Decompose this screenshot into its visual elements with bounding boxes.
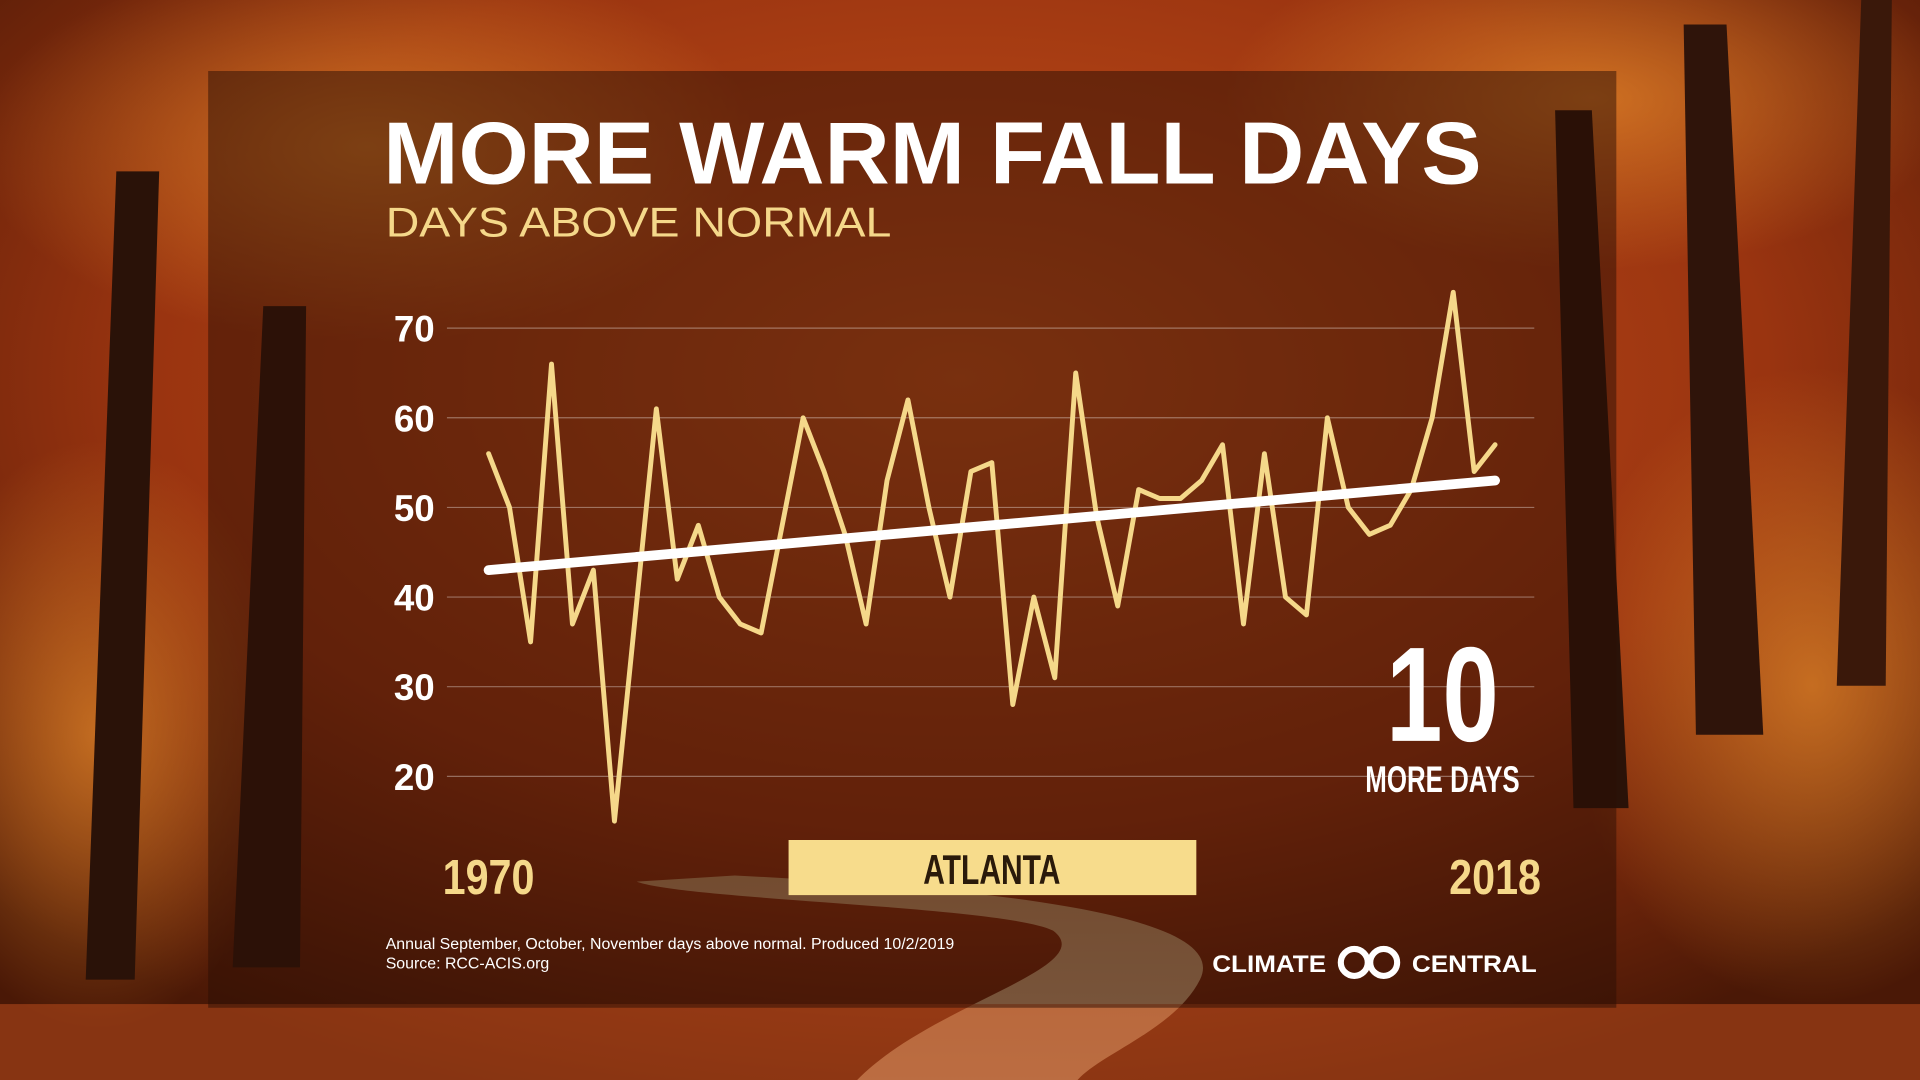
data-line <box>486 289 1498 824</box>
y-tick-label: 20 <box>394 757 435 798</box>
callout-label: MORE DAYS <box>1365 759 1519 800</box>
x-tick-label: 2018 <box>1449 851 1541 905</box>
y-tick-label: 40 <box>394 578 435 619</box>
logo-word: CENTRAL <box>1412 951 1537 978</box>
y-tick-label: 70 <box>394 309 435 350</box>
x-tick-label: 1970 <box>443 851 535 905</box>
logo-ring <box>1367 945 1401 979</box>
y-tick-label: 30 <box>394 667 435 708</box>
y-tick-label: 60 <box>394 398 435 439</box>
y-tick-label: 50 <box>394 488 435 529</box>
callout-value: 10 <box>1386 619 1499 770</box>
trend-line <box>483 475 1500 576</box>
logo: CLIMATE CENTRAL <box>1212 945 1537 979</box>
location-box <box>788 840 1197 896</box>
location-label: ATLANTA <box>923 846 1060 893</box>
footnote: Annual September, October, November days… <box>386 936 955 953</box>
source: Source: RCC-ACIS.org <box>386 956 550 973</box>
chart-subtitle: DAYS ABOVE NORMAL <box>386 198 892 245</box>
logo-word: CLIMATE <box>1212 951 1326 978</box>
plot: 20 30 40 50 60 70 1970 2018 <box>394 289 1541 905</box>
chart-title: MORE WARM FALL DAYS <box>383 104 1481 203</box>
